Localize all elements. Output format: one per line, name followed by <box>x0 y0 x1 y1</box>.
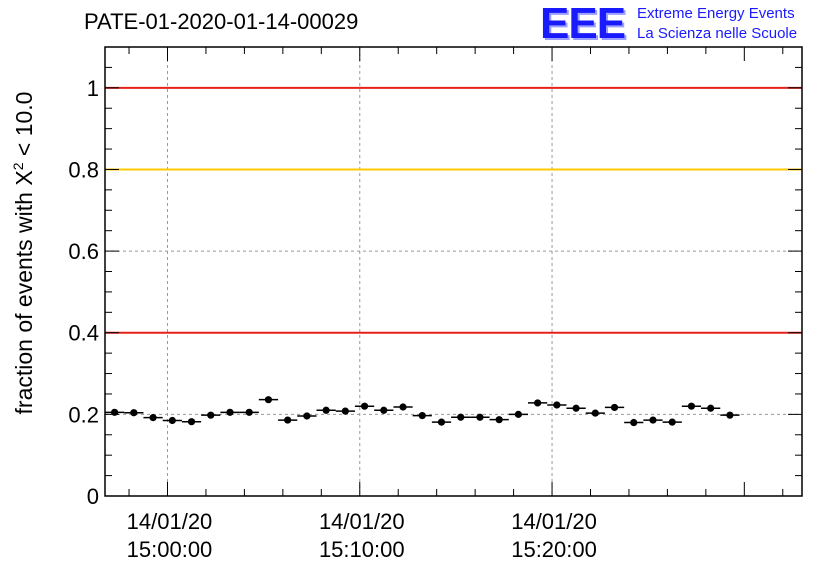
data-point <box>514 410 522 418</box>
data-point <box>264 396 273 404</box>
data-point <box>380 406 388 414</box>
data-point <box>360 402 369 410</box>
data-point <box>591 409 599 417</box>
data-point <box>207 411 215 419</box>
logo-line-2: La Scienza nelle Scuole <box>637 25 798 42</box>
data-point <box>553 401 561 409</box>
data-point <box>303 412 311 420</box>
data-point <box>630 418 638 427</box>
y-tick-label: 0.4 <box>68 321 99 346</box>
y-tick-label: 0.8 <box>68 157 99 182</box>
y-tick-label: 0.2 <box>68 402 99 427</box>
x-tick-label-date: 14/01/20 <box>511 509 597 534</box>
data-point <box>668 418 676 426</box>
data-point <box>726 411 734 419</box>
logo-line-1: Extreme Energy Events <box>637 5 795 22</box>
data-point <box>322 406 330 414</box>
data-point <box>687 402 696 410</box>
data-point <box>399 403 407 411</box>
eee-logo-mark: EEE <box>540 0 626 48</box>
data-point <box>111 408 119 416</box>
data-point <box>245 408 253 416</box>
data-point <box>534 399 542 407</box>
x-tick-label-date: 14/01/20 <box>127 509 213 534</box>
data-point <box>341 407 349 415</box>
data-point <box>149 414 157 422</box>
data-point <box>418 411 426 420</box>
x-tick-label-date: 14/01/20 <box>319 509 405 534</box>
eee-logo: EEE Extreme Energy Events La Scienza nel… <box>540 0 830 48</box>
data-point <box>187 418 196 426</box>
data-point <box>707 404 715 412</box>
y-tick-label: 0 <box>87 484 99 509</box>
data-point <box>649 416 657 424</box>
x-tick-label-time: 15:00:00 <box>127 537 213 562</box>
data-point <box>457 413 465 421</box>
data-point <box>437 418 446 426</box>
data-point <box>610 403 619 412</box>
plot-frame <box>104 46 803 497</box>
data-point <box>476 413 484 421</box>
data-point <box>130 409 138 417</box>
data-point <box>226 408 234 416</box>
chart-title: PATE-01-2020-01-14-00029 <box>84 9 359 34</box>
y-tick-label: 0.6 <box>68 239 99 264</box>
x-tick-label-time: 15:10:00 <box>319 537 405 562</box>
data-point <box>284 416 292 424</box>
data-point <box>572 404 580 412</box>
data-point <box>495 416 503 424</box>
x-tick-label-time: 15:20:00 <box>511 537 597 562</box>
data-point <box>168 416 176 425</box>
y-tick-label: 1 <box>87 76 99 101</box>
